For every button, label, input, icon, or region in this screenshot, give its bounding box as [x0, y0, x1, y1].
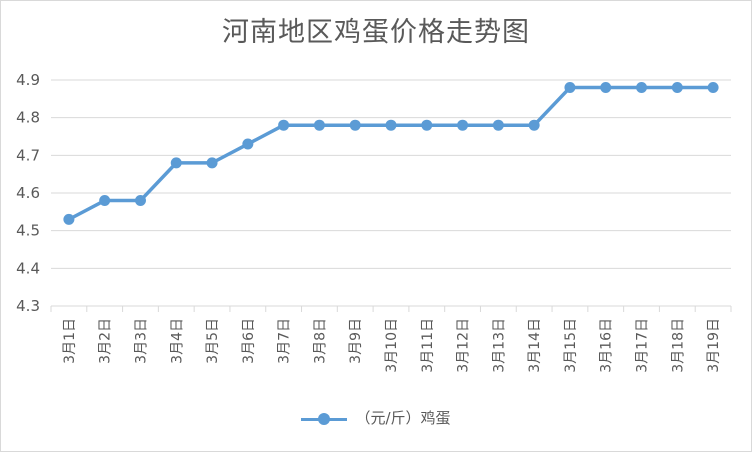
x-tick-label: 3月9日 — [348, 318, 364, 364]
data-point — [564, 82, 576, 94]
y-tick-label: 4.8 — [16, 109, 40, 127]
data-point — [457, 119, 469, 131]
x-tick-label: 3月6日 — [241, 318, 257, 364]
data-point — [528, 119, 540, 131]
data-point — [63, 213, 75, 225]
data-point — [242, 138, 254, 150]
x-tick-label: 3月19日 — [706, 318, 722, 373]
legend-label: （元/斤）鸡蛋 — [355, 409, 451, 427]
legend: （元/斤）鸡蛋 — [0, 407, 752, 428]
data-point — [99, 195, 111, 207]
data-point — [707, 82, 719, 94]
data-point — [134, 195, 146, 207]
data-point — [421, 119, 433, 131]
data-point — [206, 157, 218, 169]
x-tick-label: 3月2日 — [98, 318, 114, 364]
data-point — [385, 119, 397, 131]
data-point — [278, 119, 290, 131]
data-point — [492, 119, 504, 131]
x-tick-label: 3月3日 — [133, 318, 149, 364]
x-tick-label: 3月13日 — [491, 318, 507, 373]
x-tick-label: 3月17日 — [635, 318, 651, 373]
grid-lines — [51, 79, 731, 307]
x-tick-label: 3月14日 — [527, 318, 543, 373]
x-tick-label: 3月10日 — [384, 318, 400, 373]
data-point — [636, 82, 648, 94]
data-point — [349, 119, 361, 131]
data-point — [671, 82, 683, 94]
y-tick-label: 4.3 — [16, 297, 40, 315]
series-egg-price — [63, 82, 719, 225]
y-tick-label: 4.4 — [16, 259, 40, 277]
x-tick-label: 3月8日 — [312, 318, 328, 364]
chart-title: 河南地区鸡蛋价格走势图 — [222, 17, 530, 48]
x-tick-label: 3月1日 — [62, 318, 78, 364]
y-tick-label: 4.9 — [16, 71, 40, 89]
y-tick-label: 4.7 — [16, 146, 40, 164]
legend-swatch — [301, 411, 348, 427]
x-tick-label: 3月12日 — [456, 318, 472, 373]
data-point — [170, 157, 182, 169]
x-tick-label: 3月4日 — [169, 318, 185, 364]
series-line — [68, 85, 714, 221]
data-point — [600, 82, 612, 94]
x-tick-label: 3月16日 — [599, 318, 615, 373]
x-tick-label: 3月11日 — [420, 318, 436, 373]
y-axis-ticks: 4.3 4.4 4.5 4.6 4.7 4.8 4.9 — [16, 71, 40, 315]
x-tick-label: 3月18日 — [670, 318, 686, 373]
y-tick-label: 4.5 — [16, 222, 40, 240]
x-axis: 3月1日 3月2日 3月3日 3月4日 3月5日 3月6日 3月7日 3月8日 3月9日 3月10… — [50, 305, 732, 373]
y-tick-label: 4.6 — [16, 184, 40, 202]
data-point — [313, 119, 325, 131]
x-tick-label: 3月15日 — [563, 318, 579, 373]
x-tick-label: 3月5日 — [205, 318, 221, 364]
x-tick-label: 3月7日 — [277, 318, 293, 364]
